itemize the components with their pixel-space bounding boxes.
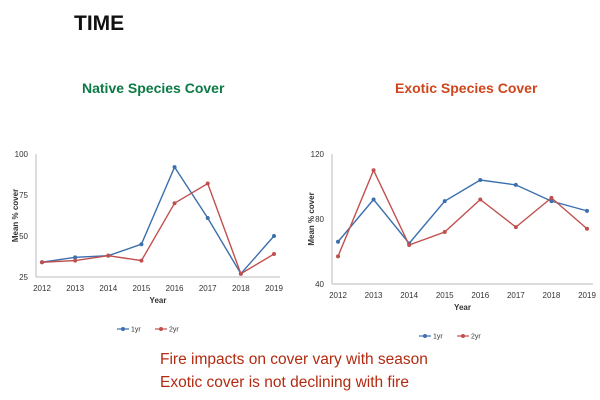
x-tick-label: 2017 bbox=[199, 284, 217, 293]
data-point-1yr bbox=[73, 255, 78, 260]
data-point-2yr bbox=[336, 254, 340, 259]
series-line-1yr bbox=[337, 179, 588, 245]
x-tick-label: 2015 bbox=[133, 284, 151, 293]
data-point-1yr bbox=[205, 215, 210, 220]
data-point-2yr bbox=[549, 195, 554, 200]
x-tick-label: 2013 bbox=[365, 291, 383, 300]
footer-line-2: Exotic cover is not declining with fire bbox=[160, 374, 409, 391]
x-tick-label: 2019 bbox=[578, 291, 596, 300]
data-point-1yr bbox=[336, 239, 340, 244]
data-point-2yr bbox=[371, 168, 376, 173]
data-point-2yr bbox=[478, 197, 483, 202]
data-point-2yr bbox=[238, 271, 243, 276]
y-tick-label: 75 bbox=[19, 191, 28, 200]
y-tick-label: 50 bbox=[19, 232, 28, 241]
data-point-2yr bbox=[172, 201, 177, 206]
legend-label-1yr: 1yr bbox=[433, 334, 443, 341]
legend-label-2yr: 2yr bbox=[471, 334, 481, 341]
y-tick-label: 100 bbox=[15, 150, 29, 159]
x-tick-label: 2012 bbox=[33, 284, 51, 293]
y-tick-label: 40 bbox=[315, 280, 324, 289]
data-point-2yr bbox=[205, 181, 210, 186]
legend-marker-1yr bbox=[423, 334, 427, 338]
legend-marker-2yr bbox=[159, 327, 163, 331]
data-point-2yr bbox=[40, 260, 44, 265]
data-point-2yr bbox=[272, 252, 276, 257]
x-tick-label: 2018 bbox=[543, 291, 561, 300]
y-axis-title: Mean % cover bbox=[11, 189, 20, 242]
data-point-1yr bbox=[513, 182, 518, 187]
x-axis-title: Year bbox=[150, 296, 167, 305]
x-tick-label: 2019 bbox=[265, 284, 283, 293]
series-line-2yr bbox=[337, 168, 588, 257]
exotic-chart-title: Exotic Species Cover bbox=[395, 80, 538, 96]
x-tick-label: 2016 bbox=[166, 284, 184, 293]
x-axis-title: Year bbox=[454, 303, 471, 312]
data-point-1yr bbox=[272, 234, 276, 238]
series-line-1yr bbox=[41, 165, 275, 275]
data-point-1yr bbox=[549, 199, 554, 204]
legend-label-2yr: 2yr bbox=[169, 327, 179, 334]
x-tick-label: 2013 bbox=[66, 284, 84, 293]
data-point-2yr bbox=[73, 258, 78, 263]
x-tick-label: 2016 bbox=[471, 291, 489, 300]
exotic-species-chart: 40 80 120 2012 2013 2014 2015 2016 2017 2018 2019 Y… bbox=[307, 150, 596, 341]
x-tick-label: 2012 bbox=[329, 291, 347, 300]
data-point-1yr bbox=[371, 197, 376, 202]
legend-marker-2yr bbox=[461, 334, 465, 338]
y-tick-label: 25 bbox=[19, 273, 28, 282]
y-tick-label: 80 bbox=[315, 215, 324, 224]
y-axis-title: Mean % cover bbox=[307, 192, 316, 245]
data-point-2yr bbox=[407, 243, 412, 247]
data-point-2yr bbox=[513, 225, 518, 230]
data-point-1yr bbox=[139, 242, 144, 247]
legend-label-1yr: 1yr bbox=[131, 327, 141, 334]
data-point-2yr bbox=[442, 230, 447, 234]
data-point-1yr bbox=[442, 199, 447, 204]
footer-line-1: Fire impacts on cover vary with season bbox=[160, 351, 428, 368]
x-tick-label: 2014 bbox=[400, 291, 418, 300]
data-point-1yr bbox=[585, 208, 589, 213]
data-point-2yr bbox=[585, 226, 589, 231]
data-point-2yr bbox=[106, 253, 111, 258]
x-tick-label: 2018 bbox=[232, 284, 250, 293]
x-tick-label: 2017 bbox=[507, 291, 525, 300]
y-tick-label: 120 bbox=[311, 150, 325, 159]
x-tick-label: 2015 bbox=[436, 291, 454, 300]
native-chart-title: Native Species Cover bbox=[82, 80, 225, 96]
series-line-2yr bbox=[41, 182, 275, 275]
legend-marker-1yr bbox=[121, 327, 125, 331]
native-species-chart: 25 50 75 100 2012 2013 2014 2015 2016 2017 2018 201… bbox=[11, 150, 283, 334]
data-point-2yr bbox=[139, 258, 144, 263]
data-point-1yr bbox=[172, 165, 177, 170]
data-point-1yr bbox=[478, 178, 483, 182]
slide-title: TIME bbox=[74, 12, 125, 35]
x-tick-label: 2014 bbox=[99, 284, 117, 293]
